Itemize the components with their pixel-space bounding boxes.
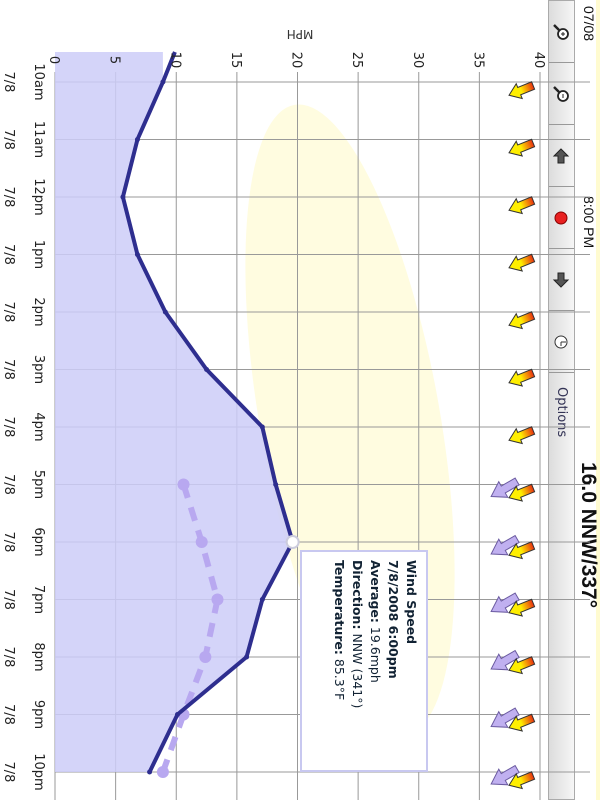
average-point bbox=[204, 367, 210, 372]
gust-direction-arrow-icon bbox=[490, 534, 520, 556]
x-tick-label: 11am bbox=[31, 121, 46, 158]
gust-point bbox=[156, 766, 169, 778]
x-date-label: 7/8 bbox=[1, 532, 16, 553]
record-dot-icon bbox=[555, 211, 568, 224]
x-tick-label: 5pm bbox=[31, 470, 46, 499]
average-area-fill bbox=[55, 52, 293, 772]
tooltip-temperature: 85.3°F bbox=[332, 658, 347, 701]
x-tick-label: 12pm bbox=[31, 178, 46, 215]
gust-direction-arrow-icon bbox=[490, 477, 520, 498]
average-point bbox=[162, 309, 168, 315]
tooltip-title: Wind Speed bbox=[404, 560, 419, 645]
tooltip-average-label: Average: bbox=[368, 560, 383, 623]
x-tick-label: 2pm bbox=[31, 297, 46, 326]
x-date-label: 7/8 bbox=[1, 474, 16, 495]
y-tick-label: 15 bbox=[228, 52, 243, 69]
arrow-left-icon bbox=[553, 147, 570, 163]
gust-point bbox=[177, 478, 190, 491]
tooltip-direction: NNW (341°) bbox=[350, 633, 365, 709]
tooltip: Wind Speed 7/8/2008 6:00pm Average: 19.6… bbox=[300, 550, 428, 772]
wind-direction-arrow-icon bbox=[508, 483, 536, 502]
scroll-left-button[interactable] bbox=[549, 125, 574, 187]
wind-direction-arrow-icon bbox=[508, 81, 536, 100]
average-point bbox=[259, 424, 265, 430]
zoom-in-button[interactable] bbox=[549, 1, 574, 63]
x-tick-label: 9pm bbox=[31, 700, 46, 729]
x-date-label: 7/8 bbox=[1, 589, 16, 610]
x-date-label: 7/8 bbox=[1, 129, 16, 150]
y-tick-label: 10 bbox=[167, 52, 182, 69]
average-point bbox=[244, 654, 250, 660]
x-tick-label: 10pm bbox=[31, 753, 46, 790]
gust-point bbox=[211, 593, 224, 606]
x-tick-label: 6pm bbox=[31, 527, 46, 556]
y-tick-label: 35 bbox=[470, 52, 485, 69]
wind-direction-arrow-icon bbox=[508, 311, 536, 330]
average-point bbox=[174, 712, 180, 717]
x-date-label: 7/8 bbox=[1, 417, 16, 438]
arrow-right-icon bbox=[553, 272, 570, 288]
wind-direction-arrow-icon bbox=[508, 598, 536, 617]
gust-direction-arrow-icon bbox=[490, 707, 520, 728]
x-tick-label: 3pm bbox=[31, 355, 46, 384]
wind-direction-arrow-icon bbox=[508, 713, 536, 732]
tooltip-datetime: 7/8/2008 6:00pm bbox=[386, 560, 401, 679]
gust-direction-arrow-icon bbox=[490, 592, 520, 613]
gust-line bbox=[160, 483, 221, 774]
zoom-out-button[interactable] bbox=[549, 63, 574, 125]
live-button[interactable] bbox=[549, 187, 574, 249]
gust-direction-arrow-icon bbox=[490, 764, 520, 786]
y-tick-label: 30 bbox=[410, 52, 425, 69]
y-tick-label: 5 bbox=[107, 56, 122, 64]
average-point bbox=[134, 252, 140, 257]
highlight-point bbox=[285, 535, 300, 549]
clock-icon bbox=[555, 335, 568, 348]
scroll-right-button[interactable] bbox=[549, 249, 574, 311]
gust-point bbox=[199, 651, 212, 663]
x-date-label: 7/8 bbox=[1, 762, 16, 783]
y-tick-label: 0 bbox=[46, 56, 61, 64]
zoom-in-icon bbox=[553, 23, 570, 40]
x-tick-label: 10am bbox=[31, 63, 46, 100]
wind-direction-arrow-icon bbox=[508, 656, 536, 675]
average-point bbox=[147, 769, 153, 775]
x-tick-label: 4pm bbox=[31, 412, 46, 441]
wind-direction-arrow-icon bbox=[508, 426, 536, 445]
x-date-label: 7/8 bbox=[1, 359, 16, 380]
history-button[interactable] bbox=[549, 311, 574, 373]
tooltip-temperature-label: Temperature: bbox=[332, 560, 347, 655]
x-tick-label: 8pm bbox=[31, 642, 46, 671]
x-date-label: 7/8 bbox=[1, 302, 16, 323]
toolbar: Options bbox=[548, 0, 575, 800]
x-date-label: 7/8 bbox=[1, 187, 16, 208]
x-date-label: 7/8 bbox=[1, 244, 16, 265]
gust-point bbox=[195, 536, 208, 548]
average-point bbox=[120, 194, 126, 200]
x-date-label: 7/8 bbox=[1, 704, 16, 725]
wind-direction-arrow-icon bbox=[508, 368, 536, 387]
wind-direction-arrow-icon bbox=[508, 138, 536, 157]
y-tick-label: 25 bbox=[349, 52, 364, 69]
x-date-label: 7/8 bbox=[1, 647, 16, 668]
x-tick-label: 1pm bbox=[31, 240, 46, 269]
zoom-out-icon bbox=[553, 85, 570, 102]
x-tick-label: 7pm bbox=[31, 585, 46, 614]
y-axis-label: MPH bbox=[287, 27, 314, 41]
average-line bbox=[120, 51, 295, 773]
y-tick-label: 20 bbox=[289, 52, 304, 69]
wind-direction-arrow-icon bbox=[508, 196, 536, 215]
tooltip-direction-label: Direction: bbox=[350, 560, 365, 630]
wind-direction-arrow-icon bbox=[508, 771, 536, 790]
average-point bbox=[160, 79, 166, 85]
average-point bbox=[273, 482, 279, 487]
tooltip-average: 19.6mph bbox=[368, 626, 383, 683]
wind-direction-arrow-icon bbox=[508, 541, 536, 560]
average-point bbox=[259, 597, 265, 602]
wind-direction-arrow-icon bbox=[508, 253, 536, 272]
average-point bbox=[134, 137, 140, 142]
gust-direction-arrow-icon bbox=[490, 649, 520, 671]
y-tick-label: 40 bbox=[531, 52, 546, 69]
x-date-label: 7/8 bbox=[1, 72, 16, 93]
